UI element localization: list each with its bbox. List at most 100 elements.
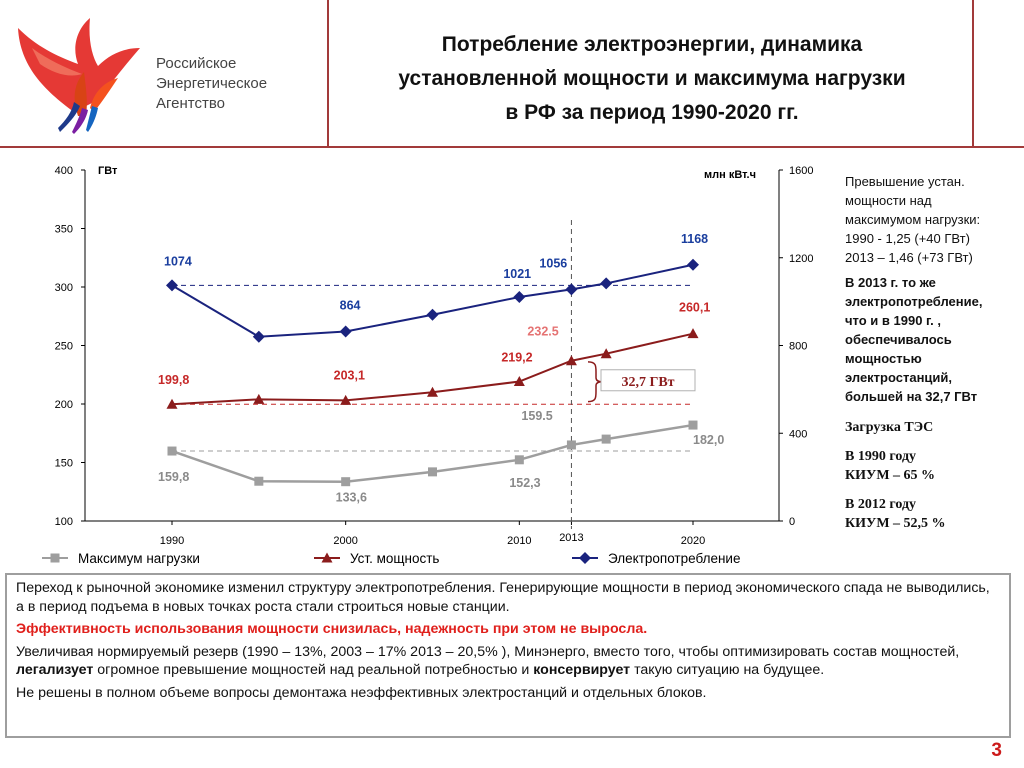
organization-name: Российское Энергетическое Агентство (156, 54, 267, 114)
series-point (166, 279, 178, 292)
excess-line-1: Превышение устан. (845, 174, 965, 189)
series-line (171, 263, 694, 338)
sidebar-notes: Превышение устан. мощности над максимумо… (845, 172, 1020, 533)
series-point (514, 455, 524, 465)
left-tick-label: 100 (55, 516, 73, 528)
p3-part-a: Увеличивая нормируемый резерв (1990 – 13… (16, 643, 960, 660)
series-line (171, 423, 694, 483)
slide-title: Потребление электроэнергии, динамика уст… (334, 28, 970, 130)
title-line-1: Потребление электроэнергии, динамика (441, 33, 863, 56)
left-tick-label: 400 (55, 165, 73, 177)
note-2013-line-2: электропотребление, (845, 294, 983, 309)
title-line-2: установленной мощности и максимума нагру… (398, 67, 906, 90)
data-label: 159.5 (521, 409, 552, 423)
series-line (171, 332, 694, 406)
data-label: 182,0 (693, 433, 724, 447)
note-2013-line-4: обеспечивалось (845, 332, 952, 347)
tes-1990-line-1: В 1990 году (845, 449, 917, 464)
p3-part-e: такую ситуацию на будущее. (630, 662, 825, 678)
tes-load-note: Загрузка ТЭС В 1990 году КИУМ – 65 % В 2… (845, 418, 1020, 533)
right-tick-label: 400 (789, 428, 807, 440)
left-tick-label: 250 (55, 341, 73, 353)
left-tick-label: 150 (55, 458, 73, 470)
note-2013-line-1: В 2013 г. то же (845, 275, 936, 290)
legend-marker (579, 552, 591, 564)
series-point (687, 258, 699, 271)
data-label: 199,8 (158, 373, 189, 387)
series-point (340, 394, 352, 405)
series-point (566, 440, 576, 450)
legend-marker (50, 553, 60, 563)
series-point (687, 328, 699, 339)
excess-line-2: мощности над (845, 193, 932, 208)
series-point (427, 386, 438, 397)
series-point (600, 348, 612, 359)
page-number: 3 (991, 740, 1002, 761)
left-tick-label: 350 (55, 224, 73, 236)
header-divider-left (327, 0, 329, 148)
series-point (688, 420, 698, 430)
legend-label: Уст. мощность (350, 551, 439, 566)
series-point (254, 476, 264, 486)
note-2013-line-3: что и в 1990 г. , (845, 313, 941, 328)
summary-paragraph-1: Переход к рыночной экономике изменил стр… (16, 580, 990, 615)
note-2013-line-6: электростанций, (845, 370, 953, 385)
excess-capacity-note: Превышение устан. мощности над максимумо… (845, 172, 1020, 267)
summary-textbox: Переход к рыночной экономике изменил стр… (5, 573, 1011, 738)
data-label: 1168 (681, 232, 708, 246)
data-label: 864 (340, 298, 361, 312)
left-axis-unit: ГВт (98, 165, 118, 177)
x-tick-label: 2013 (559, 532, 583, 544)
left-tick-label: 300 (55, 282, 73, 294)
consumption-capacity-chart: 100 150 200 250 300 350 400 0 400 800 1200 1600 ГВт м… (42, 165, 813, 566)
right-axis-unit: млн кВт.ч (704, 169, 756, 181)
series-point (166, 398, 178, 409)
x-tick-label: 2000 (333, 535, 357, 547)
tes-2012: В 2012 году КИУМ – 52,5 % (845, 495, 1020, 533)
data-label: 219,2 (501, 351, 532, 365)
x-tick-label: 2020 (681, 535, 705, 547)
series-point (341, 477, 351, 487)
series-point (252, 330, 265, 343)
data-label: 152,3 (509, 476, 540, 490)
legend-label: Максимум нагрузки (78, 551, 200, 566)
org-line-1: Российское (156, 55, 237, 72)
note-2013-line-7: большей на 32,7 ГВт (845, 389, 978, 404)
legend-marker (321, 552, 333, 563)
series-point (253, 393, 265, 404)
p3-part-c: огромное превышение мощностей над реальн… (93, 662, 534, 678)
series-point (513, 376, 525, 387)
data-label: 1056 (539, 256, 567, 270)
energy-agency-logo (18, 18, 140, 134)
tes-2012-line-2: КИУМ – 52,5 % (845, 516, 946, 531)
left-tick-label: 200 (55, 399, 73, 411)
tes-title: Загрузка ТЭС (845, 420, 934, 435)
excess-line-5: 2013 – 1,46 (+73 ГВт) (845, 250, 973, 265)
title-line-3: в РФ за период 1990-2020 гг. (505, 101, 799, 124)
series-point (600, 277, 613, 290)
header-bottom-line (0, 146, 1024, 148)
note-2013-line-5: мощностью (845, 351, 922, 366)
annotation-text: 32,7 ГВт (621, 375, 674, 390)
summary-paragraph-4: Не решены в полном объеме вопросы демонт… (16, 684, 707, 701)
right-tick-label: 1600 (789, 165, 813, 177)
p3-conserves: консервирует (533, 662, 631, 678)
data-label: 1021 (503, 267, 531, 281)
note-2013: В 2013 г. то же электропотребление, что … (845, 273, 1020, 406)
series-point (601, 434, 611, 444)
data-label: 1074 (164, 254, 192, 268)
series-point (167, 446, 177, 456)
right-tick-label: 800 (789, 341, 807, 353)
x-tick-label: 1990 (160, 535, 184, 547)
tes-1990: В 1990 году КИУМ – 65 % (845, 447, 1020, 485)
p3-legalizes: легализует (16, 662, 94, 678)
series-point (426, 308, 439, 321)
annotation-box (600, 369, 696, 392)
data-label: 232.5 (527, 325, 558, 339)
series-point (513, 291, 526, 304)
tes-2012-line-1: В 2012 году (845, 497, 917, 512)
series-point (428, 467, 437, 477)
header-divider-right (972, 0, 974, 148)
excess-line-4: 1990 - 1,25 (+40 ГВт) (845, 231, 970, 246)
org-line-2: Энергетическое (156, 75, 268, 92)
